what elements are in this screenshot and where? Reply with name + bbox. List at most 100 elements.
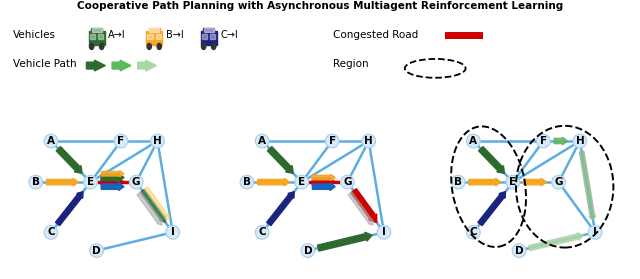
Bar (149, 28, 159, 32)
Circle shape (467, 225, 480, 239)
Circle shape (377, 225, 391, 239)
FancyArrow shape (312, 174, 335, 181)
FancyArrow shape (86, 60, 106, 71)
FancyArrow shape (140, 189, 166, 222)
Circle shape (467, 134, 480, 148)
Text: E: E (298, 177, 305, 187)
Bar (147, 34, 153, 39)
FancyArrow shape (101, 177, 124, 187)
Text: C: C (259, 227, 266, 237)
Bar (156, 34, 161, 39)
Text: A→I: A→I (108, 30, 126, 40)
Text: I: I (382, 227, 386, 237)
FancyArrow shape (529, 233, 583, 251)
Text: C: C (470, 227, 477, 237)
Text: D: D (515, 246, 524, 256)
Circle shape (202, 44, 206, 49)
Circle shape (506, 175, 520, 189)
Circle shape (84, 175, 97, 189)
Text: I: I (593, 227, 597, 237)
Circle shape (99, 44, 104, 49)
Circle shape (44, 225, 58, 239)
Circle shape (255, 225, 269, 239)
Text: F: F (328, 136, 336, 146)
FancyArrow shape (351, 189, 377, 222)
FancyArrow shape (47, 178, 78, 186)
Text: F: F (540, 136, 547, 146)
FancyArrow shape (138, 60, 156, 71)
Circle shape (340, 175, 355, 189)
Text: D: D (303, 246, 312, 256)
Bar (149, 28, 159, 32)
Text: Congested Road: Congested Road (333, 30, 418, 40)
FancyArrow shape (317, 232, 372, 251)
Circle shape (325, 134, 339, 148)
FancyArrow shape (524, 178, 547, 186)
Text: G: G (343, 177, 351, 187)
Circle shape (573, 134, 587, 148)
Text: A: A (258, 136, 266, 146)
Bar (200, 32, 217, 45)
Circle shape (512, 244, 526, 258)
Bar (210, 34, 216, 39)
Circle shape (362, 134, 376, 148)
Bar (92, 28, 102, 32)
Circle shape (114, 134, 128, 148)
Text: B→I: B→I (166, 30, 184, 40)
Text: B: B (454, 177, 462, 187)
Bar (90, 34, 95, 39)
Circle shape (29, 175, 43, 189)
FancyArrow shape (469, 178, 500, 186)
Bar (92, 28, 102, 32)
FancyArrow shape (268, 146, 293, 173)
Text: A: A (469, 136, 477, 146)
Text: E: E (87, 177, 94, 187)
Text: I: I (171, 227, 175, 237)
Circle shape (90, 244, 104, 258)
Circle shape (255, 134, 269, 148)
Text: E: E (509, 177, 516, 187)
Text: G: G (132, 177, 140, 187)
Text: B: B (32, 177, 40, 187)
Circle shape (44, 134, 58, 148)
Text: H: H (364, 136, 373, 146)
Text: F: F (117, 136, 125, 146)
FancyArrow shape (478, 192, 506, 226)
Bar (202, 34, 207, 39)
Text: H: H (153, 136, 162, 146)
Text: H: H (575, 136, 584, 146)
Text: B: B (243, 177, 251, 187)
Text: D: D (92, 246, 101, 256)
Circle shape (166, 225, 180, 239)
Circle shape (588, 225, 602, 239)
Text: G: G (554, 177, 563, 187)
Circle shape (129, 175, 143, 189)
Text: Vehicle Path: Vehicle Path (13, 59, 76, 69)
Text: Vehicles: Vehicles (13, 30, 56, 40)
Text: Cooperative Path Planning with Asynchronous Multiagent Reinforcement Learning: Cooperative Path Planning with Asynchron… (77, 1, 563, 11)
Circle shape (240, 175, 254, 189)
FancyArrow shape (101, 171, 124, 177)
Text: C→I: C→I (220, 30, 238, 40)
FancyArrow shape (554, 137, 568, 145)
Circle shape (211, 44, 216, 49)
FancyArrow shape (101, 183, 124, 191)
FancyArrow shape (348, 192, 373, 225)
Circle shape (147, 44, 152, 49)
Text: C: C (47, 227, 55, 237)
Bar (88, 32, 105, 45)
Circle shape (157, 44, 161, 49)
Bar (98, 34, 104, 39)
Bar (146, 32, 163, 45)
Bar (204, 28, 214, 32)
FancyArrow shape (579, 151, 595, 220)
Text: A: A (47, 136, 55, 146)
FancyArrow shape (312, 177, 335, 187)
FancyArrow shape (101, 173, 124, 182)
FancyArrow shape (137, 192, 162, 225)
FancyArrow shape (56, 146, 82, 173)
Circle shape (536, 134, 550, 148)
Text: Region: Region (333, 59, 369, 69)
FancyArrow shape (112, 60, 131, 71)
Circle shape (295, 175, 308, 189)
